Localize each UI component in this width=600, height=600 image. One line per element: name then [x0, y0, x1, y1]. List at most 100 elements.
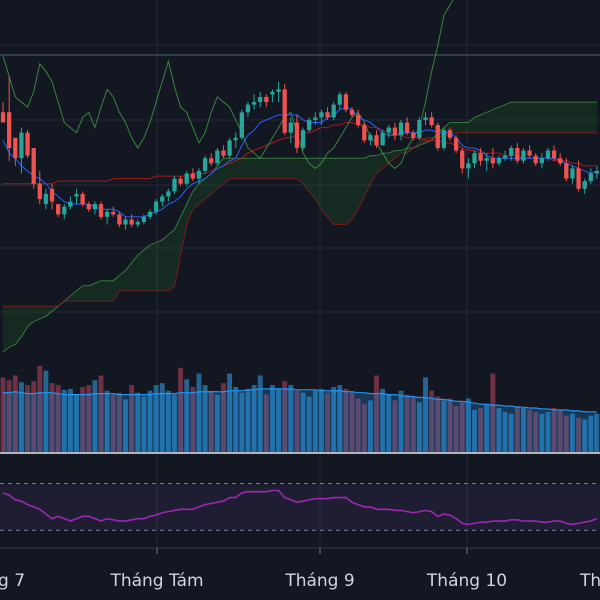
volume-bar [588, 415, 594, 452]
candle-body [374, 135, 379, 146]
volume-bar [67, 388, 73, 452]
volume-bar [239, 392, 245, 452]
volume-bar [521, 408, 526, 452]
time-axis[interactable]: g 7 Tháng Tám Tháng 9 Tháng 10 Th [0, 547, 600, 591]
candle-body [343, 94, 349, 110]
volume-bar [447, 398, 453, 452]
candle-body [227, 140, 232, 156]
volume-bar [441, 400, 447, 452]
volume-bar [153, 385, 159, 452]
volume-bar [270, 385, 275, 452]
x-tick-label: Tháng 9 [284, 571, 354, 591]
candle-body [25, 132, 30, 156]
volume-bar [172, 394, 177, 452]
volume-bar [55, 385, 61, 452]
candle-body [386, 127, 391, 133]
volume-bar [86, 385, 92, 452]
volume-bar [202, 385, 208, 452]
candle-body [380, 132, 385, 146]
candle-body [447, 130, 453, 138]
candle-body [184, 173, 189, 184]
candle-body [484, 158, 489, 161]
volume-bar [423, 377, 428, 452]
volume-bar [429, 390, 435, 452]
candle-body [466, 163, 471, 169]
candle-body [362, 125, 367, 141]
candle-body [282, 89, 287, 133]
volume-bar [551, 408, 557, 452]
volume-bar [74, 394, 79, 452]
candle-body [398, 122, 404, 136]
volume-bar [582, 419, 588, 452]
candle-body [135, 222, 140, 225]
candle-body [49, 188, 55, 202]
volume-bar [208, 390, 214, 452]
volume-bar [190, 386, 196, 452]
candle-body [178, 178, 183, 184]
volume-bar [257, 375, 263, 452]
candle-body [423, 117, 428, 120]
candle-body [86, 204, 91, 210]
candle-body [582, 181, 587, 189]
candle-body [300, 130, 306, 148]
candle-body [202, 158, 208, 171]
candle-body [472, 153, 477, 164]
candle-body [129, 219, 134, 225]
volume-bar [306, 396, 312, 452]
volume-bar [435, 396, 441, 452]
candle-body [564, 163, 569, 179]
volume-bar [416, 402, 422, 452]
candle-body [153, 201, 159, 212]
volume-bar [245, 388, 251, 452]
candle-body [551, 150, 557, 159]
volume-bar [104, 390, 110, 452]
candle-body [0, 112, 6, 123]
volume-bar [570, 413, 575, 452]
volume-bar [227, 373, 233, 452]
volume-bar [214, 394, 220, 452]
candle-body [411, 132, 416, 138]
candlestick-series[interactable] [0, 76, 600, 230]
candle-body [294, 122, 300, 148]
cloud-fill [3, 102, 597, 353]
volume-bar [318, 388, 324, 452]
candle-body [417, 119, 422, 138]
volume-bar [576, 417, 582, 452]
volume-bar [496, 408, 502, 452]
candle-body [251, 102, 257, 105]
rsi-pane [0, 482, 600, 531]
span-a-line [2, 101, 597, 353]
candle-body [92, 204, 98, 210]
volume-bar [159, 383, 165, 452]
candle-body [74, 193, 79, 197]
volume-bar [361, 404, 367, 452]
volume-bar [502, 411, 508, 452]
candle-body [43, 193, 49, 205]
volume-bar [545, 411, 551, 452]
volume-bar [147, 390, 153, 452]
candle-body [276, 89, 281, 92]
candle-body [209, 158, 214, 164]
candle-body [349, 109, 355, 115]
candle-body [539, 158, 544, 164]
candle-body [331, 104, 336, 118]
candle-body [558, 158, 563, 164]
volume-pane [0, 365, 600, 454]
candle-body [239, 112, 244, 138]
candle-body [429, 117, 434, 126]
candle-body [258, 96, 263, 103]
volume-bar [233, 386, 239, 452]
volume-bar [539, 413, 545, 452]
x-tick-label: Tháng 10 [426, 571, 507, 591]
volume-bar [300, 392, 306, 452]
candle-body [325, 112, 330, 118]
candle-body [435, 125, 440, 148]
volume-bar [453, 406, 459, 452]
volume-bar [563, 415, 569, 452]
volume-bar [514, 406, 520, 452]
x-tick-label: g 7 [0, 571, 25, 591]
volume-bar [18, 382, 24, 452]
candle-body [307, 119, 312, 131]
volume-bar [404, 394, 410, 452]
